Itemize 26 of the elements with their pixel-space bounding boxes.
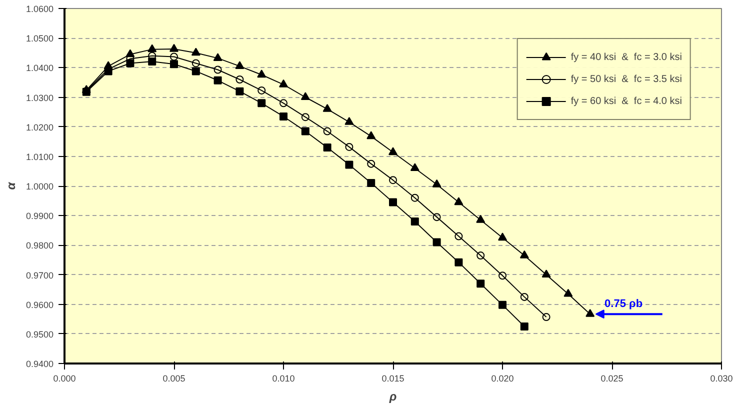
x-tick-label: 0.020 — [491, 374, 514, 384]
y-axis-title: α — [4, 182, 18, 190]
y-tick-label: 1.0100 — [26, 152, 54, 162]
x-tick-label: 0.000 — [53, 374, 76, 384]
x-tick-label: 0.005 — [162, 374, 186, 384]
x-tick-label: 0.015 — [382, 374, 404, 384]
x-tick-label: 0.010 — [272, 374, 295, 384]
y-tick-label: 1.0300 — [26, 92, 54, 103]
legend-label: fy = 50 ksi & fc = 3.5 ksi — [570, 74, 682, 84]
legend-label: fy = 60 ksi & fc = 4.0 ksi — [570, 96, 682, 106]
y-tick-label: 1.0400 — [26, 63, 54, 74]
y-tick-label: 1.0000 — [26, 182, 54, 192]
y-tick-label: 1.0200 — [26, 122, 54, 132]
x-tick-label: 0.030 — [710, 374, 733, 384]
y-tick-label: 1.0500 — [26, 34, 54, 44]
x-axis-title: ρ — [388, 390, 397, 404]
y-tick-label: 0.9400 — [26, 359, 54, 369]
y-tick-label: 0.9600 — [26, 300, 54, 310]
annotation: 0.75 ρb — [604, 298, 643, 310]
y-tick-label: 1.0600 — [26, 4, 54, 14]
legend-label: fy = 40 ksi & fc = 3.0 ksi — [570, 52, 682, 62]
y-tick-label: 0.9900 — [26, 211, 54, 222]
y-tick-label: 0.9700 — [26, 270, 54, 280]
x-tick-label: 0.025 — [600, 374, 624, 384]
y-tick-label: 0.9500 — [26, 329, 54, 340]
y-tick-label: 0.9800 — [26, 240, 54, 251]
